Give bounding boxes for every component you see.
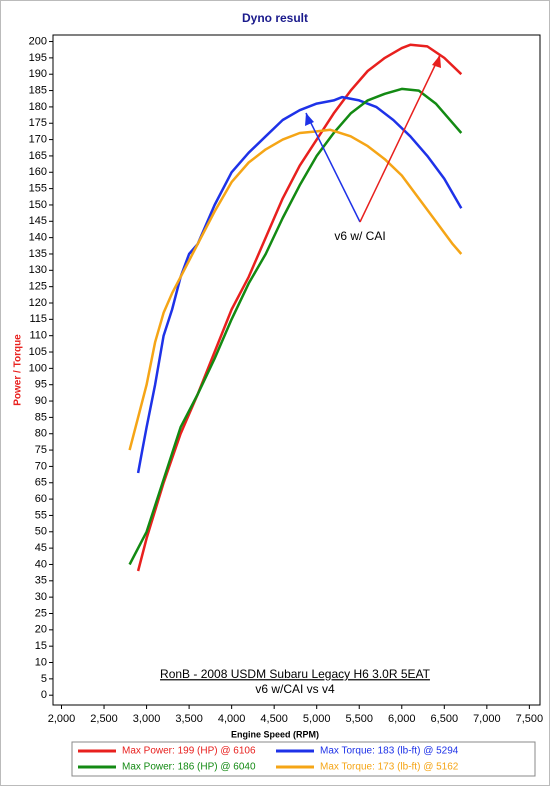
- chart-title: Dyno result: [242, 11, 308, 25]
- y-axis-label: Power / Torque: [13, 334, 24, 406]
- y-tick-label: 90: [35, 395, 47, 407]
- y-tick-label: 25: [35, 607, 47, 619]
- x-tick-label: 6,500: [431, 713, 459, 725]
- y-tick-label: 185: [29, 84, 47, 96]
- y-tick-label: 190: [29, 68, 47, 80]
- legend-box: [71, 741, 536, 777]
- x-tick-label: 2,500: [90, 713, 118, 725]
- x-tick-label: 6,000: [388, 713, 416, 725]
- y-tick-label: 65: [35, 477, 47, 489]
- y-tick-label: 15: [35, 640, 47, 652]
- y-tick-label: 0: [41, 689, 47, 701]
- legend-label: Max Torque: 173 (lb-ft) @ 5162: [320, 762, 459, 773]
- y-tick-label: 130: [29, 264, 47, 276]
- y-tick-label: 55: [35, 509, 47, 521]
- y-tick-label: 45: [35, 542, 47, 554]
- y-tick-label: 85: [35, 411, 47, 423]
- x-tick-label: 7,000: [473, 713, 501, 725]
- caption-line: v6 w/CAI vs v4: [255, 682, 335, 696]
- y-tick-label: 10: [35, 656, 47, 668]
- series-line: [136, 95, 463, 474]
- y-tick-label: 200: [29, 35, 47, 47]
- x-tick-label: 3,000: [133, 713, 161, 725]
- plot-frame: [52, 34, 541, 706]
- y-tick-label: 60: [35, 493, 47, 505]
- y-tick-label: 70: [35, 460, 47, 472]
- y-tick-label: 110: [29, 330, 47, 342]
- x-axis-label: Engine Speed (RPM): [231, 729, 319, 739]
- legend-label: Max Torque: 183 (lb-ft) @ 5294: [320, 746, 459, 757]
- arrow-head: [432, 55, 441, 68]
- y-tick-label: 50: [35, 526, 47, 538]
- series-line: [128, 128, 463, 451]
- x-tick-label: 4,000: [218, 713, 246, 725]
- y-tick-label: 30: [35, 591, 47, 603]
- y-tick-label: 125: [29, 281, 47, 293]
- y-tick-label: 175: [29, 117, 47, 129]
- y-tick-label: 180: [29, 101, 47, 113]
- x-tick-label: 3,500: [175, 713, 203, 725]
- y-tick-label: 195: [29, 52, 47, 64]
- x-tick-label: 7,500: [516, 713, 544, 725]
- y-tick-label: 20: [35, 624, 47, 636]
- legend-label: Max Power: 186 (HP) @ 6040: [122, 762, 256, 773]
- y-tick-label: 100: [29, 362, 47, 374]
- y-tick-label: 150: [29, 199, 47, 211]
- x-tick-label: 2,000: [48, 713, 76, 725]
- annotation-arrow: [359, 54, 441, 223]
- series-line: [128, 87, 463, 566]
- y-tick-label: 75: [35, 444, 47, 456]
- y-tick-label: 145: [29, 215, 47, 227]
- y-tick-label: 165: [29, 150, 47, 162]
- y-tick-label: 40: [35, 558, 47, 570]
- legend-label: Max Power: 199 (HP) @ 6106: [122, 746, 256, 757]
- x-tick-label: 5,500: [345, 713, 373, 725]
- y-tick-label: 155: [29, 183, 47, 195]
- y-tick-label: 120: [29, 297, 47, 309]
- y-tick-label: 140: [29, 232, 47, 244]
- caption-line: RonB - 2008 USDM Subaru Legacy H6 3.0R 5…: [160, 667, 431, 681]
- annotation-arrow: [305, 112, 361, 223]
- y-tick-label: 105: [29, 346, 47, 358]
- y-tick-label: 5: [41, 673, 47, 685]
- plot-area: 0 5 10 15 20 25 30 35 40 45 50 55 60 65 70 75 80 85 90 95 10…: [29, 35, 543, 724]
- x-tick-label: 5,000: [303, 713, 331, 725]
- series-line: [136, 43, 463, 572]
- y-tick-label: 80: [35, 428, 47, 440]
- y-tick-label: 170: [29, 133, 47, 145]
- annotation: v6 w/ CAI: [334, 229, 385, 243]
- y-tick-label: 115: [29, 313, 47, 325]
- y-tick-label: 35: [35, 575, 47, 587]
- y-tick-label: 160: [29, 166, 47, 178]
- y-tick-label: 95: [35, 379, 47, 391]
- arrow-head: [305, 113, 314, 126]
- y-tick-label: 135: [29, 248, 47, 260]
- x-tick-label: 4,500: [260, 713, 288, 725]
